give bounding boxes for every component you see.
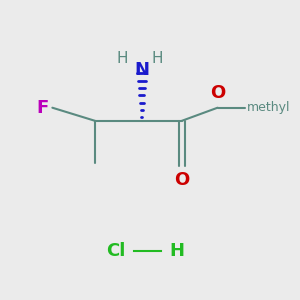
Text: O: O: [174, 171, 189, 189]
Text: O: O: [210, 85, 225, 103]
Text: Cl: Cl: [106, 242, 125, 260]
Text: H: H: [169, 242, 184, 260]
Text: N: N: [134, 61, 149, 79]
Text: methyl: methyl: [247, 101, 291, 114]
Text: H: H: [151, 51, 163, 66]
Text: H: H: [117, 51, 128, 66]
Text: F: F: [37, 99, 49, 117]
